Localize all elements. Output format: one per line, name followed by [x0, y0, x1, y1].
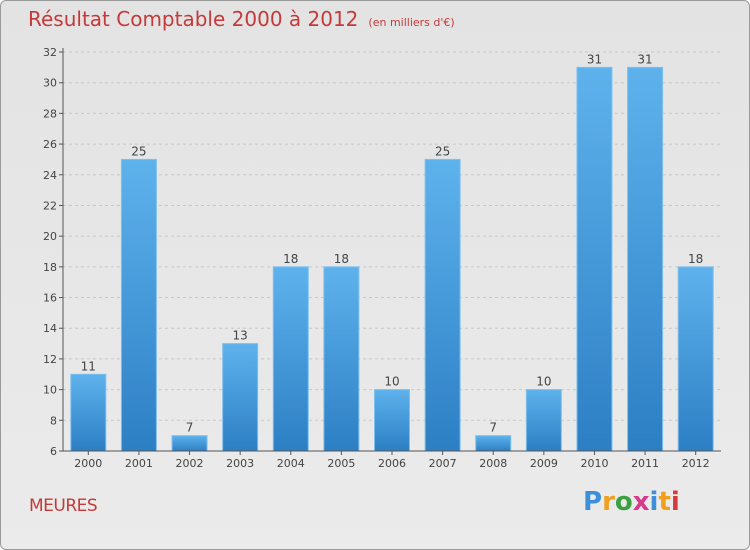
x-tick-label: 2002	[176, 457, 204, 470]
bar-value-label: 10	[384, 375, 399, 389]
x-tick-label: 2003	[226, 457, 254, 470]
x-tick-label: 2011	[631, 457, 659, 470]
logo-letter: t	[658, 487, 671, 517]
x-tick-label: 2000	[74, 457, 102, 470]
bar	[374, 389, 410, 452]
bar-value-label: 10	[536, 375, 551, 389]
bar	[424, 158, 461, 452]
y-tick-label: 8	[50, 414, 57, 427]
bar	[627, 66, 664, 452]
bar	[120, 158, 157, 452]
x-tick-label: 2007	[429, 457, 457, 470]
logo-letter: x	[632, 487, 650, 517]
bar-value-label: 13	[233, 329, 248, 343]
y-tick-label: 10	[43, 384, 57, 397]
city-name: MEURES	[29, 496, 98, 516]
x-tick-label: 2004	[277, 457, 305, 470]
x-tick-label: 2008	[479, 457, 507, 470]
bar-value-label: 7	[186, 421, 194, 435]
logo-letter: r	[602, 487, 615, 517]
bar-value-label: 18	[688, 252, 703, 266]
y-tick-label: 12	[43, 353, 57, 366]
bar-value-label: 18	[283, 252, 298, 266]
x-tick-label: 2001	[125, 457, 153, 470]
logo-letter: P	[583, 487, 603, 517]
logo-letter: i	[649, 487, 659, 517]
bar-value-label: 18	[334, 252, 349, 266]
y-tick-label: 30	[43, 77, 57, 90]
bar	[171, 435, 208, 452]
chart-title: Résultat Comptable 2000 à 2012 (en millie…	[28, 7, 455, 31]
y-tick-label: 16	[43, 292, 57, 305]
y-tick-label: 22	[43, 199, 57, 212]
bar	[475, 435, 512, 452]
bar	[70, 373, 107, 452]
bar-value-label: 11	[81, 359, 96, 373]
bar-value-label: 25	[435, 144, 450, 158]
proxiti-logo: Proxiti	[583, 487, 680, 517]
bar-value-label: 31	[637, 52, 652, 66]
bar	[677, 266, 714, 452]
y-tick-label: 24	[43, 169, 57, 182]
y-tick-label: 26	[43, 138, 57, 151]
logo-letter: o	[614, 487, 633, 517]
bar	[576, 66, 613, 452]
bar-value-label: 25	[131, 144, 146, 158]
y-tick-label: 6	[50, 445, 57, 458]
bar	[272, 266, 309, 452]
bar	[323, 266, 360, 452]
bar	[222, 343, 259, 452]
bar	[525, 389, 562, 452]
chart-title-text: Résultat Comptable 2000 à 2012	[28, 7, 359, 31]
logo-letter: i	[670, 487, 680, 517]
y-tick-label: 18	[43, 261, 57, 274]
bar-value-label: 7	[489, 421, 497, 435]
x-tick-label: 2010	[580, 457, 608, 470]
x-tick-label: 2009	[530, 457, 558, 470]
y-tick-label: 20	[43, 230, 57, 243]
x-tick-label: 2005	[327, 457, 355, 470]
x-tick-label: 2006	[378, 457, 406, 470]
y-tick-label: 28	[43, 107, 57, 120]
x-tick-label: 2012	[682, 457, 710, 470]
unit-note: (en milliers d'€)	[368, 16, 455, 29]
y-tick-label: 32	[43, 46, 57, 59]
y-tick-label: 14	[43, 322, 57, 335]
bar-value-label: 31	[587, 52, 602, 66]
